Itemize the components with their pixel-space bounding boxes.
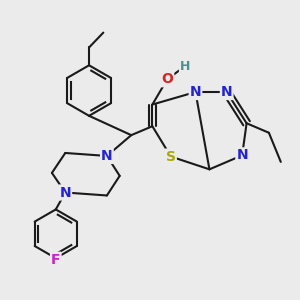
Text: N: N	[236, 148, 248, 162]
Text: N: N	[190, 85, 201, 99]
Text: N: N	[101, 149, 113, 163]
Text: F: F	[51, 253, 61, 267]
Text: H: H	[180, 60, 190, 73]
Text: N: N	[221, 85, 232, 99]
Text: S: S	[166, 149, 176, 164]
Text: N: N	[59, 185, 71, 200]
Text: O: O	[161, 72, 173, 86]
